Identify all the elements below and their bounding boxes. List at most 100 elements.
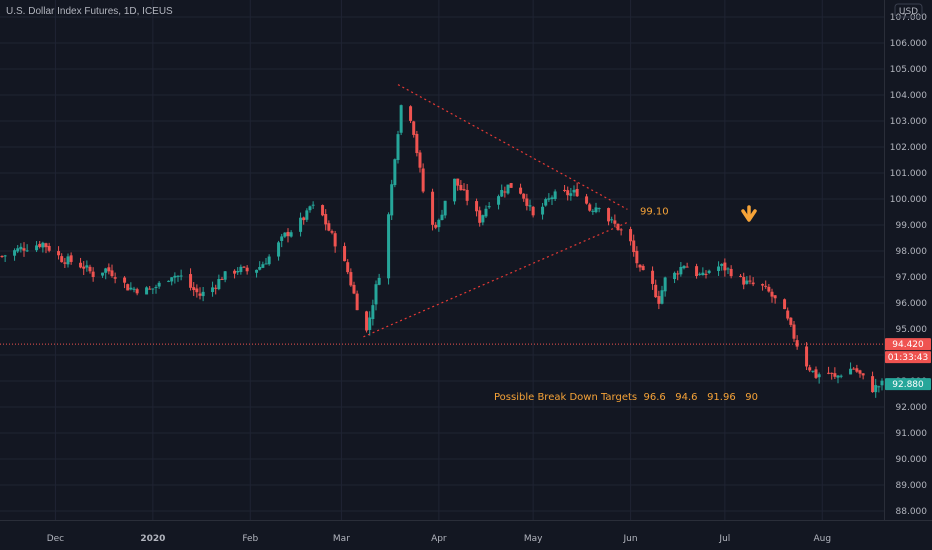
candle-body bbox=[44, 243, 48, 248]
candle-body bbox=[330, 231, 334, 233]
candle bbox=[223, 271, 227, 283]
grid bbox=[0, 0, 884, 520]
apex-level-label: 99.10 bbox=[640, 207, 669, 218]
y-tick-label: 91.000 bbox=[896, 429, 928, 439]
candle bbox=[827, 366, 831, 375]
candle-body bbox=[189, 274, 193, 288]
candle bbox=[283, 232, 287, 239]
candle-body bbox=[484, 208, 488, 217]
candle-body bbox=[563, 189, 567, 191]
candle-body bbox=[129, 287, 133, 290]
y-tick-label: 106.000 bbox=[890, 39, 927, 49]
candle bbox=[585, 193, 589, 205]
candle-body bbox=[396, 134, 400, 160]
candle bbox=[431, 188, 435, 231]
candle-body bbox=[544, 199, 548, 206]
candle bbox=[739, 274, 743, 278]
candle-body bbox=[343, 246, 347, 262]
candle bbox=[368, 311, 372, 336]
y-tick-label: 98.000 bbox=[896, 247, 928, 257]
candle bbox=[817, 372, 821, 384]
candle-body bbox=[211, 287, 215, 293]
candle-body bbox=[698, 273, 702, 275]
candle-body bbox=[220, 278, 224, 280]
price-axis[interactable] bbox=[884, 0, 932, 550]
candle bbox=[396, 130, 400, 164]
candle-body bbox=[154, 286, 158, 288]
candle bbox=[704, 270, 708, 279]
candle-body bbox=[239, 266, 243, 272]
candle-body bbox=[157, 282, 161, 287]
candle bbox=[805, 342, 809, 370]
candle-body bbox=[720, 263, 724, 266]
candle bbox=[550, 195, 554, 206]
candle-body bbox=[657, 296, 661, 304]
candle bbox=[88, 264, 92, 274]
candle bbox=[418, 150, 422, 173]
candle-body bbox=[79, 262, 83, 268]
candle bbox=[588, 202, 592, 212]
candle bbox=[475, 198, 479, 217]
candle bbox=[242, 266, 246, 268]
candle bbox=[371, 299, 375, 326]
candle bbox=[465, 184, 469, 206]
candle bbox=[701, 267, 705, 276]
candle bbox=[836, 374, 840, 384]
candle-body bbox=[808, 367, 812, 371]
y-tick-label: 95.000 bbox=[896, 325, 928, 335]
candle bbox=[751, 277, 755, 287]
candle bbox=[261, 261, 265, 269]
candle-body bbox=[817, 374, 821, 378]
candle-body bbox=[418, 152, 422, 168]
candle bbox=[871, 371, 875, 393]
candle bbox=[25, 244, 29, 253]
candle bbox=[311, 201, 315, 209]
candle bbox=[60, 253, 64, 263]
candle-body bbox=[63, 262, 67, 264]
candle bbox=[154, 284, 158, 294]
candle bbox=[541, 202, 545, 220]
trendlines[interactable] bbox=[363, 84, 628, 338]
candle bbox=[695, 263, 699, 279]
chart-title: U.S. Dollar Index Futures, 1D, ICEUS bbox=[6, 6, 173, 17]
candle bbox=[173, 272, 177, 284]
candle bbox=[47, 242, 51, 253]
candle-body bbox=[179, 275, 183, 277]
candle bbox=[346, 259, 350, 275]
candle-body bbox=[635, 250, 639, 264]
candle-body bbox=[880, 380, 884, 386]
candle bbox=[324, 209, 328, 231]
candle bbox=[399, 104, 403, 136]
candle-body bbox=[629, 229, 633, 242]
candle-body bbox=[707, 270, 711, 273]
candle-body bbox=[365, 311, 369, 331]
candle bbox=[132, 286, 136, 293]
candle-body bbox=[462, 189, 466, 191]
candle-body bbox=[242, 266, 246, 268]
candle bbox=[57, 246, 61, 260]
candle-body bbox=[830, 372, 834, 374]
candle bbox=[170, 277, 174, 286]
candle bbox=[302, 216, 306, 225]
candle-body bbox=[113, 277, 117, 279]
price-axis-bg bbox=[884, 0, 932, 550]
time-axis[interactable] bbox=[0, 520, 932, 550]
y-tick-label: 102.000 bbox=[890, 143, 927, 153]
candle bbox=[522, 193, 526, 202]
candle-body bbox=[82, 266, 86, 269]
candle bbox=[453, 178, 457, 205]
candle-body bbox=[588, 204, 592, 211]
candle-body bbox=[660, 290, 664, 304]
candle bbox=[41, 241, 45, 253]
currency-badge-box[interactable] bbox=[894, 3, 923, 18]
down-arrow-icon bbox=[741, 205, 757, 222]
candle-body bbox=[487, 206, 491, 208]
candle bbox=[619, 228, 623, 236]
candle bbox=[245, 265, 249, 275]
candle-body bbox=[233, 270, 237, 274]
candle-body bbox=[286, 231, 290, 237]
trendline-upper[interactable] bbox=[397, 84, 628, 210]
candle bbox=[35, 241, 39, 253]
candle-body bbox=[107, 267, 111, 272]
